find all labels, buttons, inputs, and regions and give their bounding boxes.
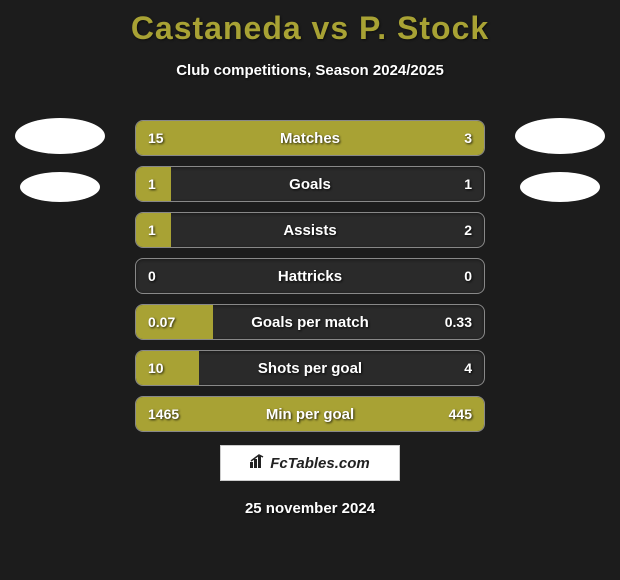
stat-row: 0.070.33Goals per match xyxy=(135,304,485,340)
stat-row: 00Hattricks xyxy=(135,258,485,294)
stat-label: Hattricks xyxy=(136,259,484,293)
stat-label: Matches xyxy=(136,121,484,155)
stats-container: 153Matches 11Goals 12Assists 00Hattricks 0.0… xyxy=(135,120,485,442)
date-label: 25 november 2024 xyxy=(0,500,620,517)
player1-photo-placeholder-1 xyxy=(15,118,105,154)
player1-photo-placeholder-2 xyxy=(20,172,100,202)
stat-row: 1465445Min per goal xyxy=(135,396,485,432)
subtitle: Club competitions, Season 2024/2025 xyxy=(0,62,620,79)
watermark-badge: FcTables.com xyxy=(220,445,400,481)
stat-row: 11Goals xyxy=(135,166,485,202)
stat-label: Goals per match xyxy=(136,305,484,339)
stat-row: 153Matches xyxy=(135,120,485,156)
stat-row: 104Shots per goal xyxy=(135,350,485,386)
watermark-text: FcTables.com xyxy=(270,455,369,472)
page-title: Castaneda vs P. Stock xyxy=(0,0,620,47)
player2-photo-placeholder-1 xyxy=(515,118,605,154)
stat-label: Assists xyxy=(136,213,484,247)
stat-label: Goals xyxy=(136,167,484,201)
stat-label: Shots per goal xyxy=(136,351,484,385)
player2-photo-placeholder-2 xyxy=(520,172,600,202)
chart-icon xyxy=(250,454,266,472)
stat-row: 12Assists xyxy=(135,212,485,248)
stat-label: Min per goal xyxy=(136,397,484,431)
